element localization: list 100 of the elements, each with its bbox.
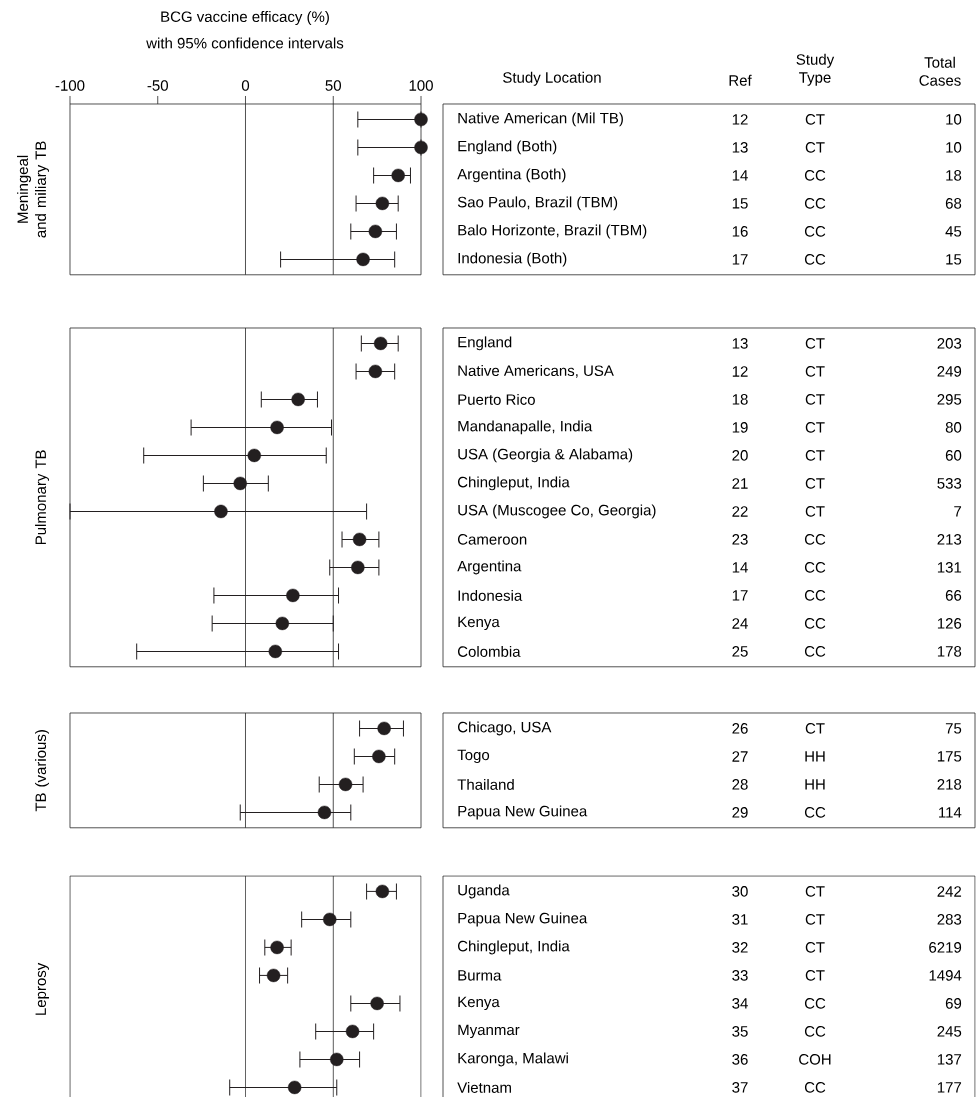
text: 66 [945,590,962,601]
text: CT [805,338,825,349]
y-tick-label: Indonesia (Both) [458,252,567,267]
text: CC [804,807,826,818]
y-tick-label: England [458,336,512,351]
y-tick-label: USA (Muscogee Co, Georgia) [458,504,656,519]
text: 13 [732,142,748,153]
text: 10 [946,114,962,125]
chart-title: BCG vaccine efficacy (%) [161,10,329,25]
text: 178 [937,646,962,657]
text: CC [804,646,826,657]
text: 80 [945,422,962,433]
text: HH [805,779,825,790]
text: 68 [945,198,962,209]
text: 18 [946,170,962,181]
text: CC [804,226,826,237]
text: CC [804,198,826,209]
text: 33 [732,970,748,981]
text: 12 [732,114,748,125]
x-tick-label: 50 [325,80,341,91]
y-tick-label: Myanmar [458,1024,520,1039]
y-tick-label: Karonga, Malawi [458,1052,568,1067]
text: 34 [732,998,748,1009]
text: 6219 [929,942,962,953]
text: 245 [937,1026,962,1037]
text: CT [805,942,825,953]
text: 32 [732,942,748,953]
text: 45 [945,226,962,237]
text: Study Location [503,71,601,86]
y-tick-label: USA (Georgia & Alabama) [458,448,633,463]
text: 16 [732,226,748,237]
y-tick-label: Argentina [457,560,522,575]
text: 26 [732,723,748,734]
text: 18 [732,394,748,405]
y-tick-label: Papua New Guinea [458,805,588,820]
y-tick-label: Kenya [458,996,500,1011]
y-tick-label: Mandanapalle, India [458,420,593,435]
text: 20 [732,450,748,461]
text: 36 [732,1054,748,1065]
text: 283 [937,914,962,925]
text: CC [804,998,826,1009]
text: 7 [954,506,962,517]
y-axis-title: TB (various) [35,730,50,812]
y-tick-label: Colombia [457,645,521,657]
text: 35 [732,1026,748,1037]
text: 37 [732,1082,748,1093]
text: 14 [732,170,748,181]
text: 17 [732,590,748,601]
y-tick-label: Chicago, USA [457,721,552,736]
x-tick-label: -100 [55,80,85,91]
x-tick-label: -50 [147,80,168,91]
text: 15 [732,198,748,209]
text: HH [805,751,825,762]
y-tick-label: Chingleput, India [457,940,570,955]
text: CT [805,142,825,153]
text: CC [804,562,826,573]
text: 25 [732,646,748,657]
text: 31 [732,914,748,925]
text: 177 [937,1082,962,1093]
text: CT [805,366,825,377]
text: CT [805,970,825,981]
text: 15 [946,254,962,265]
y-tick-label: Cameroon [457,534,527,545]
text: CC [804,254,826,265]
text: CT [805,114,825,125]
text: 30 [732,886,748,897]
text: Ref [729,74,752,86]
text: CT [805,723,825,734]
y-axis-title: Meningeal and miliary TB [17,141,49,238]
text: 14 [732,562,748,573]
x-tick-label: 100 [409,80,433,91]
text: 12 [732,366,748,377]
text: 126 [937,618,962,629]
text: 203 [937,338,962,349]
text: 24 [732,618,748,629]
text: 218 [937,779,962,790]
text: CC [804,1082,826,1093]
text: 19 [732,422,748,433]
text: 75 [945,723,962,734]
text: 21 [732,478,748,489]
text: CT [805,914,825,925]
text: 13 [732,338,748,349]
text: Total Cases [919,56,961,86]
text: 27 [732,751,748,762]
text: 17 [732,254,748,265]
text: 533 [937,478,962,489]
y-axis-title: Pulmonary TB [35,450,49,545]
text: CC [804,170,826,181]
text: 69 [945,998,962,1009]
y-tick-label: Argentina (Both) [457,168,566,183]
text: 242 [937,886,962,897]
text: 10 [946,142,962,153]
text: COH [799,1054,831,1065]
y-tick-label: Uganda [458,884,510,899]
text: 22 [732,506,748,517]
y-tick-label: Chingleput, India [457,476,570,491]
y-tick-label: Thailand [457,778,514,790]
text: CT [805,506,825,517]
text: 213 [937,534,962,545]
text: CC [804,618,826,629]
